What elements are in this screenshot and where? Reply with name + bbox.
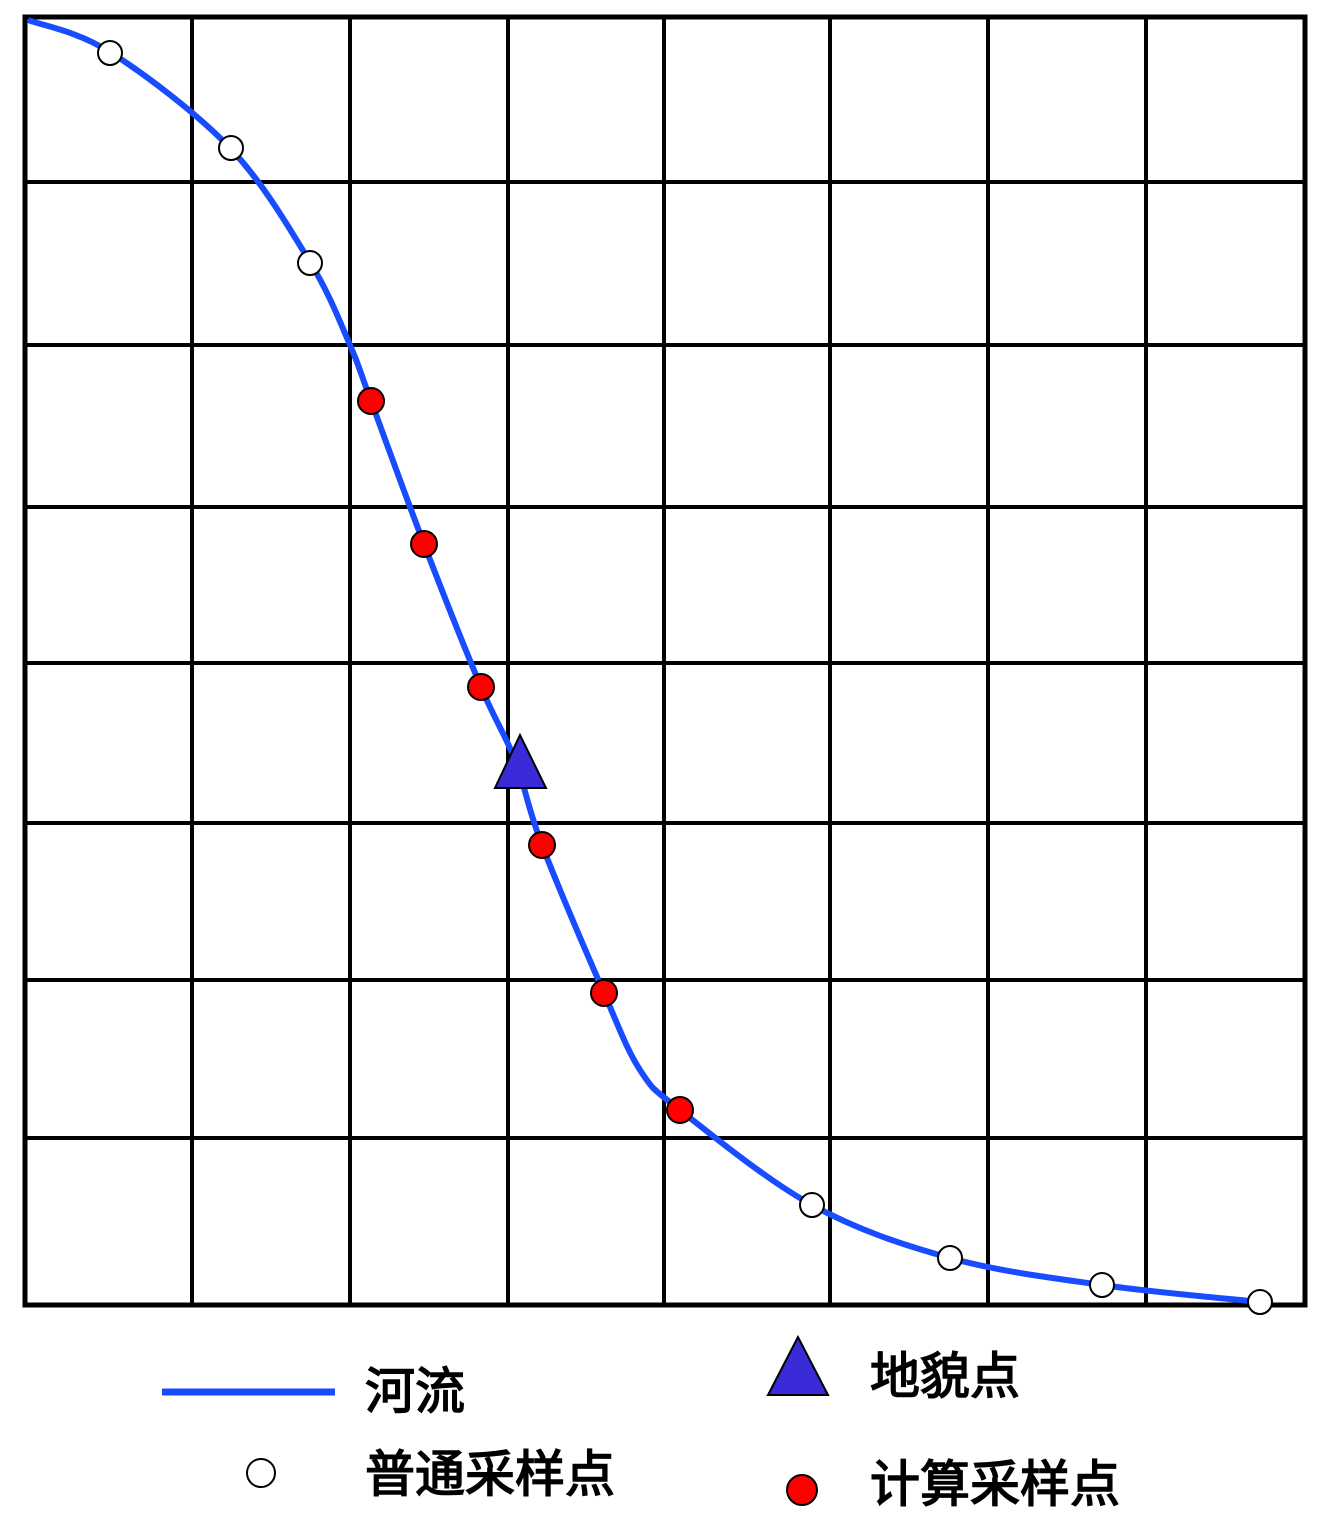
landform-point — [493, 732, 548, 789]
normal-sample-point — [1247, 1289, 1273, 1315]
normal-sample-point — [97, 40, 123, 66]
computed-sample-point — [467, 673, 495, 701]
normal-sample-point — [218, 135, 244, 161]
normal-sample-point — [297, 250, 323, 276]
normal-sample-point — [937, 1245, 963, 1271]
computed-sample-point — [410, 530, 438, 558]
frame — [22, 14, 1308, 1308]
legend-river: 河流 — [365, 1363, 465, 1421]
legend-landform: 地貌点 — [870, 1348, 1020, 1406]
computed-sample-point — [590, 979, 618, 1007]
computed-sample-point — [357, 387, 385, 415]
computed-sample-point — [666, 1096, 694, 1124]
legend-landform-icon — [766, 1334, 830, 1396]
computed-sample-point — [528, 831, 556, 859]
normal-sample-point — [799, 1192, 825, 1218]
grid — [25, 17, 1305, 1305]
normal-sample-point — [1089, 1272, 1115, 1298]
legend-normal: 普通采样点 — [365, 1446, 615, 1504]
legend-normal-icon — [246, 1458, 276, 1488]
legend-computed: 计算采样点 — [870, 1456, 1120, 1514]
legend-computed-icon — [786, 1474, 818, 1506]
sample-points — [97, 40, 1273, 1315]
